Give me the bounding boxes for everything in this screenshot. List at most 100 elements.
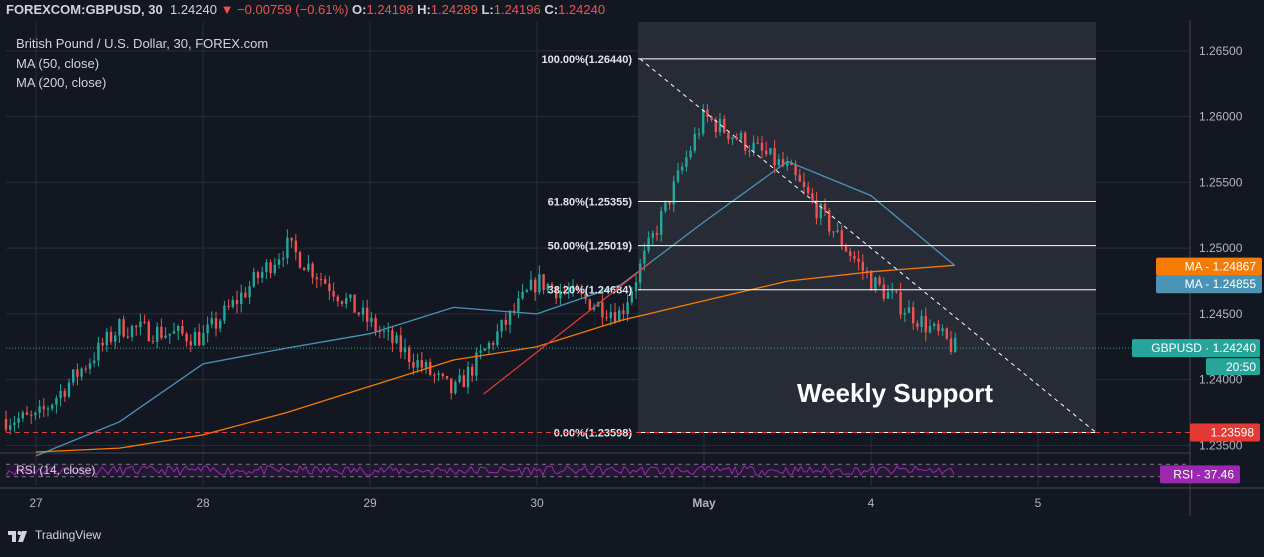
candle-body [256, 272, 260, 279]
candle-body [17, 418, 20, 423]
candle-body [886, 292, 890, 299]
last-price: 1.24240 [169, 2, 217, 17]
candle-body [433, 374, 436, 376]
close-value: 1.24240 [558, 2, 606, 17]
x-tick-label: 29 [363, 496, 377, 510]
candle-body [941, 328, 944, 332]
candle-body [46, 408, 50, 410]
fib-level-label: 0.00%(1.23598) [554, 428, 633, 440]
y-tick-label: 1.26500 [1199, 44, 1243, 58]
ma50-badge-bg [1156, 275, 1262, 294]
branding[interactable]: TradingView [8, 528, 101, 542]
candle-body [773, 148, 776, 166]
candle-body [672, 181, 675, 205]
candle-body [458, 375, 461, 382]
candle-body [639, 263, 642, 283]
candle-body [445, 375, 449, 379]
candle-body [777, 159, 780, 166]
candle-body [399, 335, 402, 353]
symbol-name[interactable]: FOREXCOM:GBPUSD, 30 [6, 2, 163, 17]
candle-body [655, 233, 659, 235]
candle-body [508, 310, 512, 325]
candle-body [945, 328, 948, 339]
candle-body [462, 375, 465, 388]
candle-body [269, 262, 272, 274]
candle-body [613, 312, 617, 323]
close-label: C: [544, 2, 559, 17]
candle-body [819, 203, 822, 219]
candle-body [235, 300, 239, 305]
candle-body [706, 109, 709, 117]
candle-body [252, 272, 255, 287]
candle-body [441, 373, 444, 376]
candle-body [412, 362, 415, 368]
x-tick-label: 4 [868, 496, 875, 510]
candle-body [731, 137, 734, 140]
candle-body [277, 259, 281, 265]
candle-body [802, 181, 806, 188]
candle-body [697, 133, 701, 135]
legend-ma50[interactable]: MA (50, close) [16, 55, 100, 71]
candle-body [424, 362, 428, 368]
x-tick-label: 5 [1035, 496, 1042, 510]
candle-body [496, 331, 499, 345]
candle-body [408, 347, 411, 363]
candle-body [546, 284, 549, 290]
countdown-badge-bg [1206, 358, 1260, 376]
candle-body [454, 381, 457, 394]
price-change: ▼ −0.00759 (−0.61%) [220, 2, 349, 17]
candle-body [798, 175, 801, 182]
candle-body [912, 307, 915, 324]
candle-body [924, 316, 927, 333]
candle-body [177, 326, 180, 332]
x-tick-label: 30 [530, 496, 544, 510]
countdown-badge: 20:50 [1226, 360, 1256, 374]
candle-body [836, 230, 839, 233]
candle-body [781, 159, 785, 166]
candle-body [164, 335, 167, 338]
fib-trend-line [639, 58, 1097, 433]
candle-body [475, 352, 478, 376]
candle-body [189, 341, 192, 346]
high-value: 1.24289 [430, 2, 478, 17]
candle-body [34, 412, 37, 416]
candle-body [202, 333, 205, 346]
high-label: H: [417, 2, 431, 17]
fib-zone [638, 22, 1096, 433]
candle-body [580, 290, 583, 294]
candle-body [109, 331, 113, 342]
candle-body [748, 150, 751, 152]
rsi-legend[interactable]: RSI (14, close) [16, 463, 96, 477]
candle-body [126, 336, 129, 338]
candle-body [550, 284, 554, 288]
candle-body [832, 231, 835, 233]
candle-body [303, 267, 306, 271]
candle-body [521, 291, 524, 299]
candle-body [857, 258, 860, 262]
candle-body [899, 291, 902, 315]
candle-body [492, 342, 495, 345]
y-tick-label: 1.25500 [1199, 175, 1243, 189]
candle-body [538, 274, 541, 293]
candle-body [769, 148, 772, 155]
legend-ma200[interactable]: MA (200, close) [16, 75, 107, 90]
candle-body [332, 291, 335, 297]
candle-body [807, 187, 810, 194]
candle-body [139, 321, 142, 328]
candle-body [370, 317, 373, 322]
legend-title[interactable]: British Pound / U.S. Dollar, 30, FOREX.c… [16, 36, 269, 51]
open-label: O: [352, 2, 367, 17]
candle-body [844, 246, 848, 252]
candle-body [240, 292, 243, 305]
candle-body [471, 366, 474, 376]
brand-name: TradingView [35, 528, 102, 542]
candle-body [420, 360, 423, 368]
candle-body [336, 296, 339, 302]
rsi-line [5, 464, 955, 477]
candle-body [878, 277, 881, 285]
candle-body [84, 368, 87, 370]
candle-body [67, 382, 71, 397]
rsi-band [6, 464, 1190, 477]
candle-body [223, 305, 226, 321]
